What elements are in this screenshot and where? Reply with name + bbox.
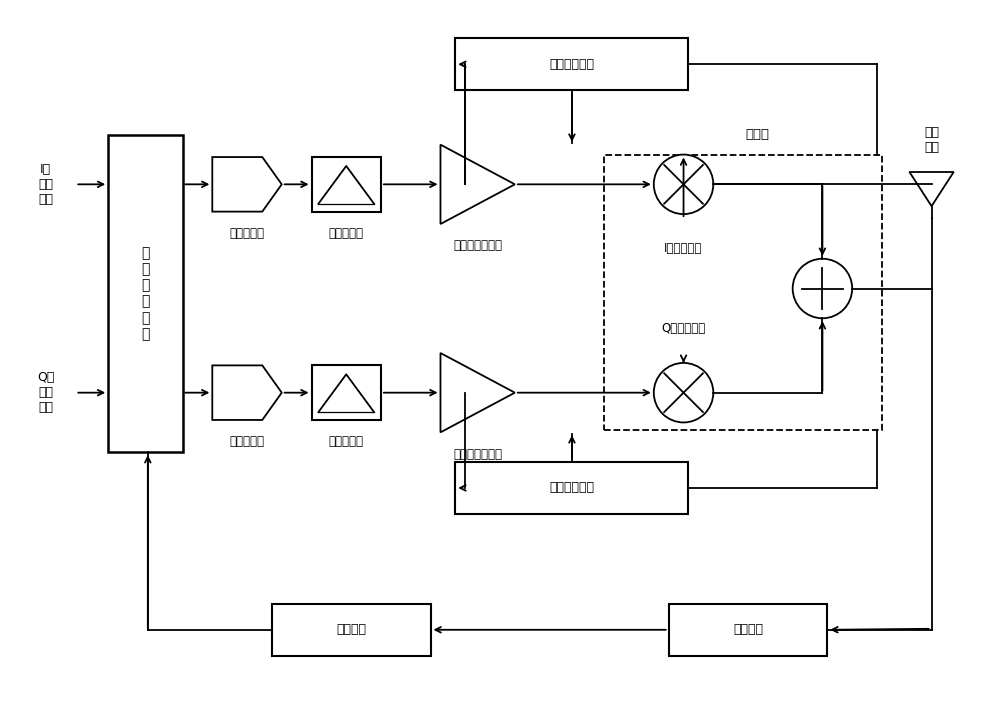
Bar [312, 157, 381, 212]
Bar [455, 462, 688, 514]
Circle shape [654, 155, 713, 214]
Bar [604, 155, 882, 430]
Circle shape [793, 259, 852, 318]
Polygon shape [440, 145, 515, 224]
Text: 校准算法: 校准算法 [336, 624, 366, 636]
Text: 数模转换器: 数模转换器 [230, 227, 265, 240]
Text: Q路
数字
信号: Q路 数字 信号 [37, 371, 54, 414]
Text: 天线
输出: 天线 输出 [924, 126, 939, 154]
Text: 混频器: 混频器 [745, 128, 769, 141]
Polygon shape [212, 366, 282, 420]
Text: 可变增益放大器: 可变增益放大器 [453, 448, 502, 460]
Text: 数模转换器: 数模转换器 [230, 435, 265, 449]
Text: 数
字
校
准
接
口: 数 字 校 准 接 口 [141, 246, 150, 341]
Text: Q路本振信号: Q路本振信号 [661, 322, 706, 335]
Text: 低通滤波器: 低通滤波器 [329, 435, 364, 449]
Text: I路
数字
信号: I路 数字 信号 [38, 163, 53, 206]
Text: 低通滤波器: 低通滤波器 [329, 227, 364, 240]
Bar [455, 39, 688, 90]
Circle shape [654, 363, 713, 423]
Text: 模拟校准接口: 模拟校准接口 [549, 58, 594, 71]
Text: 可变增益放大器: 可变增益放大器 [453, 239, 502, 252]
Bar [108, 135, 183, 452]
Text: 检测环路: 检测环路 [733, 624, 763, 636]
Polygon shape [212, 157, 282, 212]
Bar [272, 604, 431, 656]
Bar [669, 604, 827, 656]
Polygon shape [440, 353, 515, 432]
Text: 模拟校准接口: 模拟校准接口 [549, 482, 594, 494]
Bar [312, 366, 381, 420]
Text: I路本振信号: I路本振信号 [664, 243, 703, 255]
